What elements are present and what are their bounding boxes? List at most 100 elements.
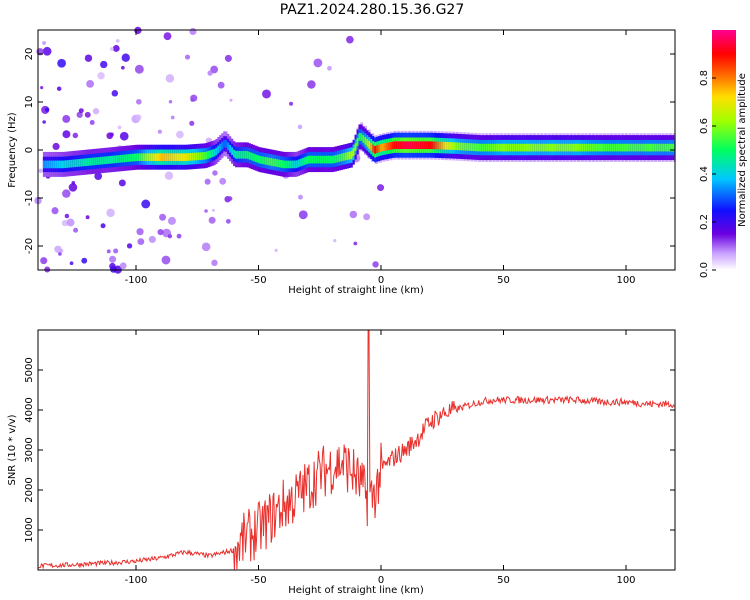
- heatmap-cell: [123, 154, 126, 163]
- y-tick-label: 3000: [24, 437, 35, 462]
- heatmap-cell: [137, 238, 145, 246]
- heatmap-cell: [331, 155, 334, 164]
- heatmap-cell: [403, 141, 406, 150]
- colorbar-tick-label: 0.0: [699, 262, 710, 278]
- heatmap-cell: [121, 154, 124, 163]
- heatmap-cell: [583, 143, 587, 152]
- heatmap-cell: [442, 141, 445, 150]
- heatmap-cell: [476, 143, 479, 152]
- colorbar-tick-label: 0.2: [699, 214, 710, 230]
- heatmap-cell: [117, 155, 120, 163]
- heatmap-cell: [432, 141, 436, 150]
- heatmap-cell: [227, 142, 230, 151]
- heatmap-cell: [42, 41, 46, 45]
- x-tick-label: -100: [125, 575, 148, 586]
- heatmap-cell: [511, 143, 514, 152]
- heatmap-cell: [80, 158, 83, 167]
- heatmap-cell: [329, 155, 332, 164]
- heatmap-cell: [603, 143, 606, 152]
- heatmap-cell: [224, 54, 232, 62]
- heatmap-cell: [203, 151, 206, 160]
- heatmap-cell: [197, 152, 200, 161]
- heatmap-cell: [664, 143, 667, 152]
- heatmap-cell: [660, 143, 663, 152]
- heatmap-cell: [105, 156, 108, 165]
- heatmap-cell: [233, 149, 236, 158]
- heatmap-cell: [58, 252, 62, 256]
- heatmap-cell: [109, 132, 114, 137]
- heatmap-cell: [112, 45, 120, 52]
- heatmap-cell: [280, 159, 283, 168]
- heatmap-cell: [313, 58, 323, 68]
- y-tick-label: 1000: [24, 517, 35, 542]
- heatmap-cell: [106, 249, 111, 254]
- heatmap-cell: [172, 153, 175, 162]
- heatmap-cell: [556, 143, 559, 152]
- heatmap-cell: [298, 210, 308, 220]
- heatmap-cell: [311, 155, 314, 164]
- heatmap-cell: [378, 144, 381, 153]
- heatmap-cell: [356, 138, 359, 146]
- heatmap-cell: [315, 155, 318, 164]
- heatmap-cell: [84, 111, 91, 118]
- heatmap-cell: [519, 143, 522, 152]
- heatmap-cell: [636, 143, 639, 152]
- heatmap-cell: [344, 152, 347, 161]
- heatmap-cell: [560, 143, 563, 152]
- heatmap-cell: [397, 141, 400, 150]
- heatmap-cell: [66, 160, 69, 168]
- colorbar: 0.0 0.2 0.4 0.6 0.8 Normalized spectral ampl…: [699, 30, 748, 278]
- heatmap-cell: [131, 153, 134, 162]
- heatmap-cell: [346, 35, 354, 44]
- snr-axes: -100 -50 0 50 100 1000 2000 3000 4000 5000: [24, 330, 675, 586]
- heatmap-cell: [597, 143, 600, 152]
- heatmap-cell: [158, 153, 161, 162]
- heatmap-cell: [62, 115, 71, 123]
- heatmap-cell: [205, 151, 208, 160]
- heatmap-cell: [628, 143, 632, 152]
- heatmap-cell: [260, 156, 263, 164]
- heatmap-cell: [527, 143, 530, 152]
- heatmap-cell: [499, 143, 502, 152]
- heatmap-cell: [176, 233, 182, 239]
- heatmap-cell: [436, 141, 440, 150]
- heatmap-cell: [474, 143, 477, 152]
- heatmap-cell: [113, 248, 119, 254]
- heatmap-cell: [668, 143, 671, 152]
- heatmap-cell: [521, 143, 524, 152]
- heatmap-cell: [170, 153, 173, 162]
- heatmap-cell: [62, 130, 71, 139]
- heatmap-cell: [42, 120, 46, 124]
- heatmap-cell: [458, 142, 461, 151]
- heatmap-cell: [244, 150, 247, 159]
- heatmap-cell: [552, 143, 555, 152]
- heatmap-cell: [462, 142, 465, 151]
- heatmap-cell: [446, 142, 449, 150]
- heatmap-cell: [381, 143, 385, 152]
- heatmap-cell: [234, 150, 238, 159]
- heatmap-cell: [334, 155, 338, 163]
- heatmap-cell: [509, 143, 512, 152]
- heatmap-cell: [92, 107, 100, 115]
- heatmap-cell: [238, 150, 242, 159]
- heatmap-cell: [507, 143, 510, 152]
- heatmap-cell: [595, 143, 598, 152]
- heatmap-cell: [287, 160, 291, 169]
- heatmap-cell: [380, 144, 383, 152]
- heatmap-cell: [393, 141, 396, 150]
- heatmap-cell: [254, 154, 257, 162]
- y-tick-label: 0: [24, 147, 35, 153]
- heatmap-cell: [99, 156, 102, 165]
- heatmap-cell: [593, 143, 596, 152]
- heatmap-cell: [611, 143, 614, 152]
- heatmap-cell: [650, 143, 653, 152]
- heatmap-cell: [266, 157, 269, 165]
- heatmap-cell: [204, 209, 208, 213]
- heatmap-cell: [395, 141, 398, 150]
- heatmap-cell: [195, 152, 198, 161]
- heatmap-cell: [352, 148, 355, 157]
- heatmap-cell: [71, 181, 76, 185]
- heatmap-cell: [493, 143, 496, 152]
- heatmap-cell: [642, 143, 645, 152]
- heatmap-cell: [472, 143, 475, 152]
